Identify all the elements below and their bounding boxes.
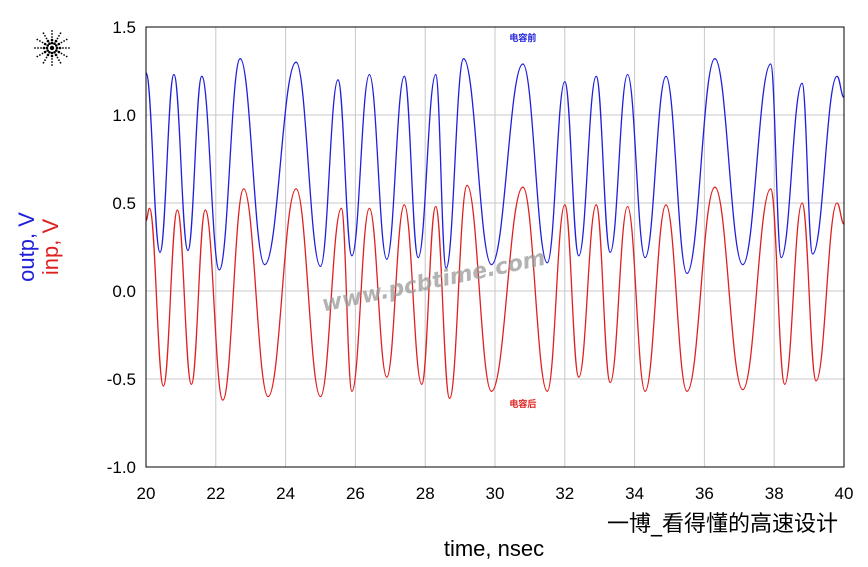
y-tick-label: -1.0 (107, 458, 136, 477)
series-line-outp (145, 58, 845, 275)
y-axis-label-inp: inp, V (38, 219, 63, 276)
sparkle-burst-icon (34, 30, 70, 66)
x-tick-label: 36 (695, 484, 714, 503)
x-axis-label: time, nsec (444, 536, 544, 561)
annotation-label: 电容前 (509, 32, 536, 44)
x-tick-label: 24 (276, 484, 295, 503)
x-tick-label: 22 (206, 484, 225, 503)
grid (145, 26, 845, 468)
y-tick-label: -0.5 (107, 370, 136, 389)
x-tick-label: 20 (137, 484, 156, 503)
plot-frame (145, 26, 845, 468)
x-tick-label: 38 (765, 484, 784, 503)
footer-caption: 一博_看得懂的高速设计 (607, 512, 838, 537)
x-tick-label: 28 (416, 484, 435, 503)
y-tick-label: 1.5 (112, 18, 136, 37)
x-tick-label: 26 (346, 484, 365, 503)
x-tick-label: 34 (625, 484, 644, 503)
y-tick-label: 0.5 (112, 194, 136, 213)
series-line-inp (145, 184, 845, 401)
y-tick-label: 1.0 (112, 106, 136, 125)
y-tick-labels: 1.5 1.0 0.5 0.0 -0.5 -1.0 (107, 18, 136, 477)
y-tick-label: 0.0 (112, 282, 136, 301)
watermark: www.pcbtime.com (320, 246, 548, 318)
x-tick-label: 40 (835, 484, 854, 503)
x-tick-label: 32 (555, 484, 574, 503)
series-layer (145, 58, 845, 401)
x-tick-labels: 20 22 24 26 28 30 32 34 36 38 40 (137, 484, 854, 503)
y-axis-label-outp: outp, V (14, 212, 39, 282)
annotation-label: 电容后 (509, 398, 536, 410)
x-tick-label: 30 (486, 484, 505, 503)
